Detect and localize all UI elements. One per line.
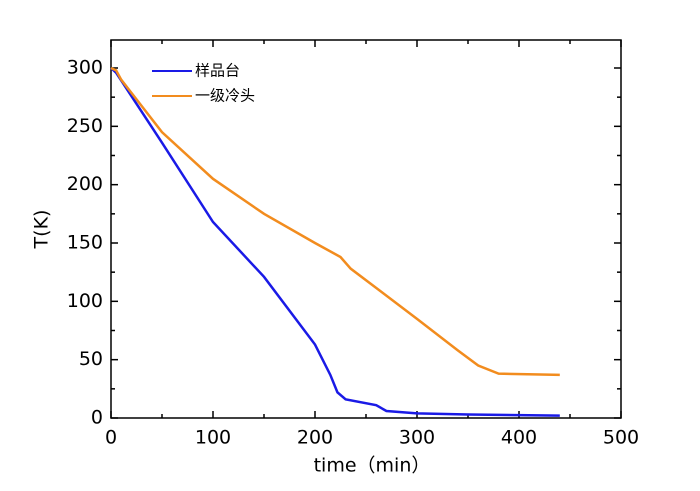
y-axis-label: T(K) [31, 210, 53, 250]
legend-label: 一级冷头 [195, 87, 255, 105]
legend-label: 样品台 [195, 62, 240, 80]
x-tick-label: 300 [399, 427, 435, 449]
y-tick-label: 50 [79, 348, 103, 370]
y-tick-label: 100 [67, 290, 103, 312]
y-tick-label: 250 [67, 115, 103, 137]
data-line [110, 67, 560, 417]
data-line [110, 66, 560, 377]
x-tick-label: 200 [297, 427, 333, 449]
y-tick-label: 300 [67, 57, 103, 79]
y-tick-label: 0 [91, 407, 103, 429]
y-tick-label: 200 [67, 173, 103, 195]
x-tick-label: 400 [501, 427, 537, 449]
x-tick-label: 100 [195, 427, 231, 449]
x-tick-label: 500 [603, 427, 639, 449]
x-axis-label: time（min） [314, 455, 431, 477]
x-tick-label: 0 [105, 427, 117, 449]
y-tick-label: 150 [67, 232, 103, 254]
